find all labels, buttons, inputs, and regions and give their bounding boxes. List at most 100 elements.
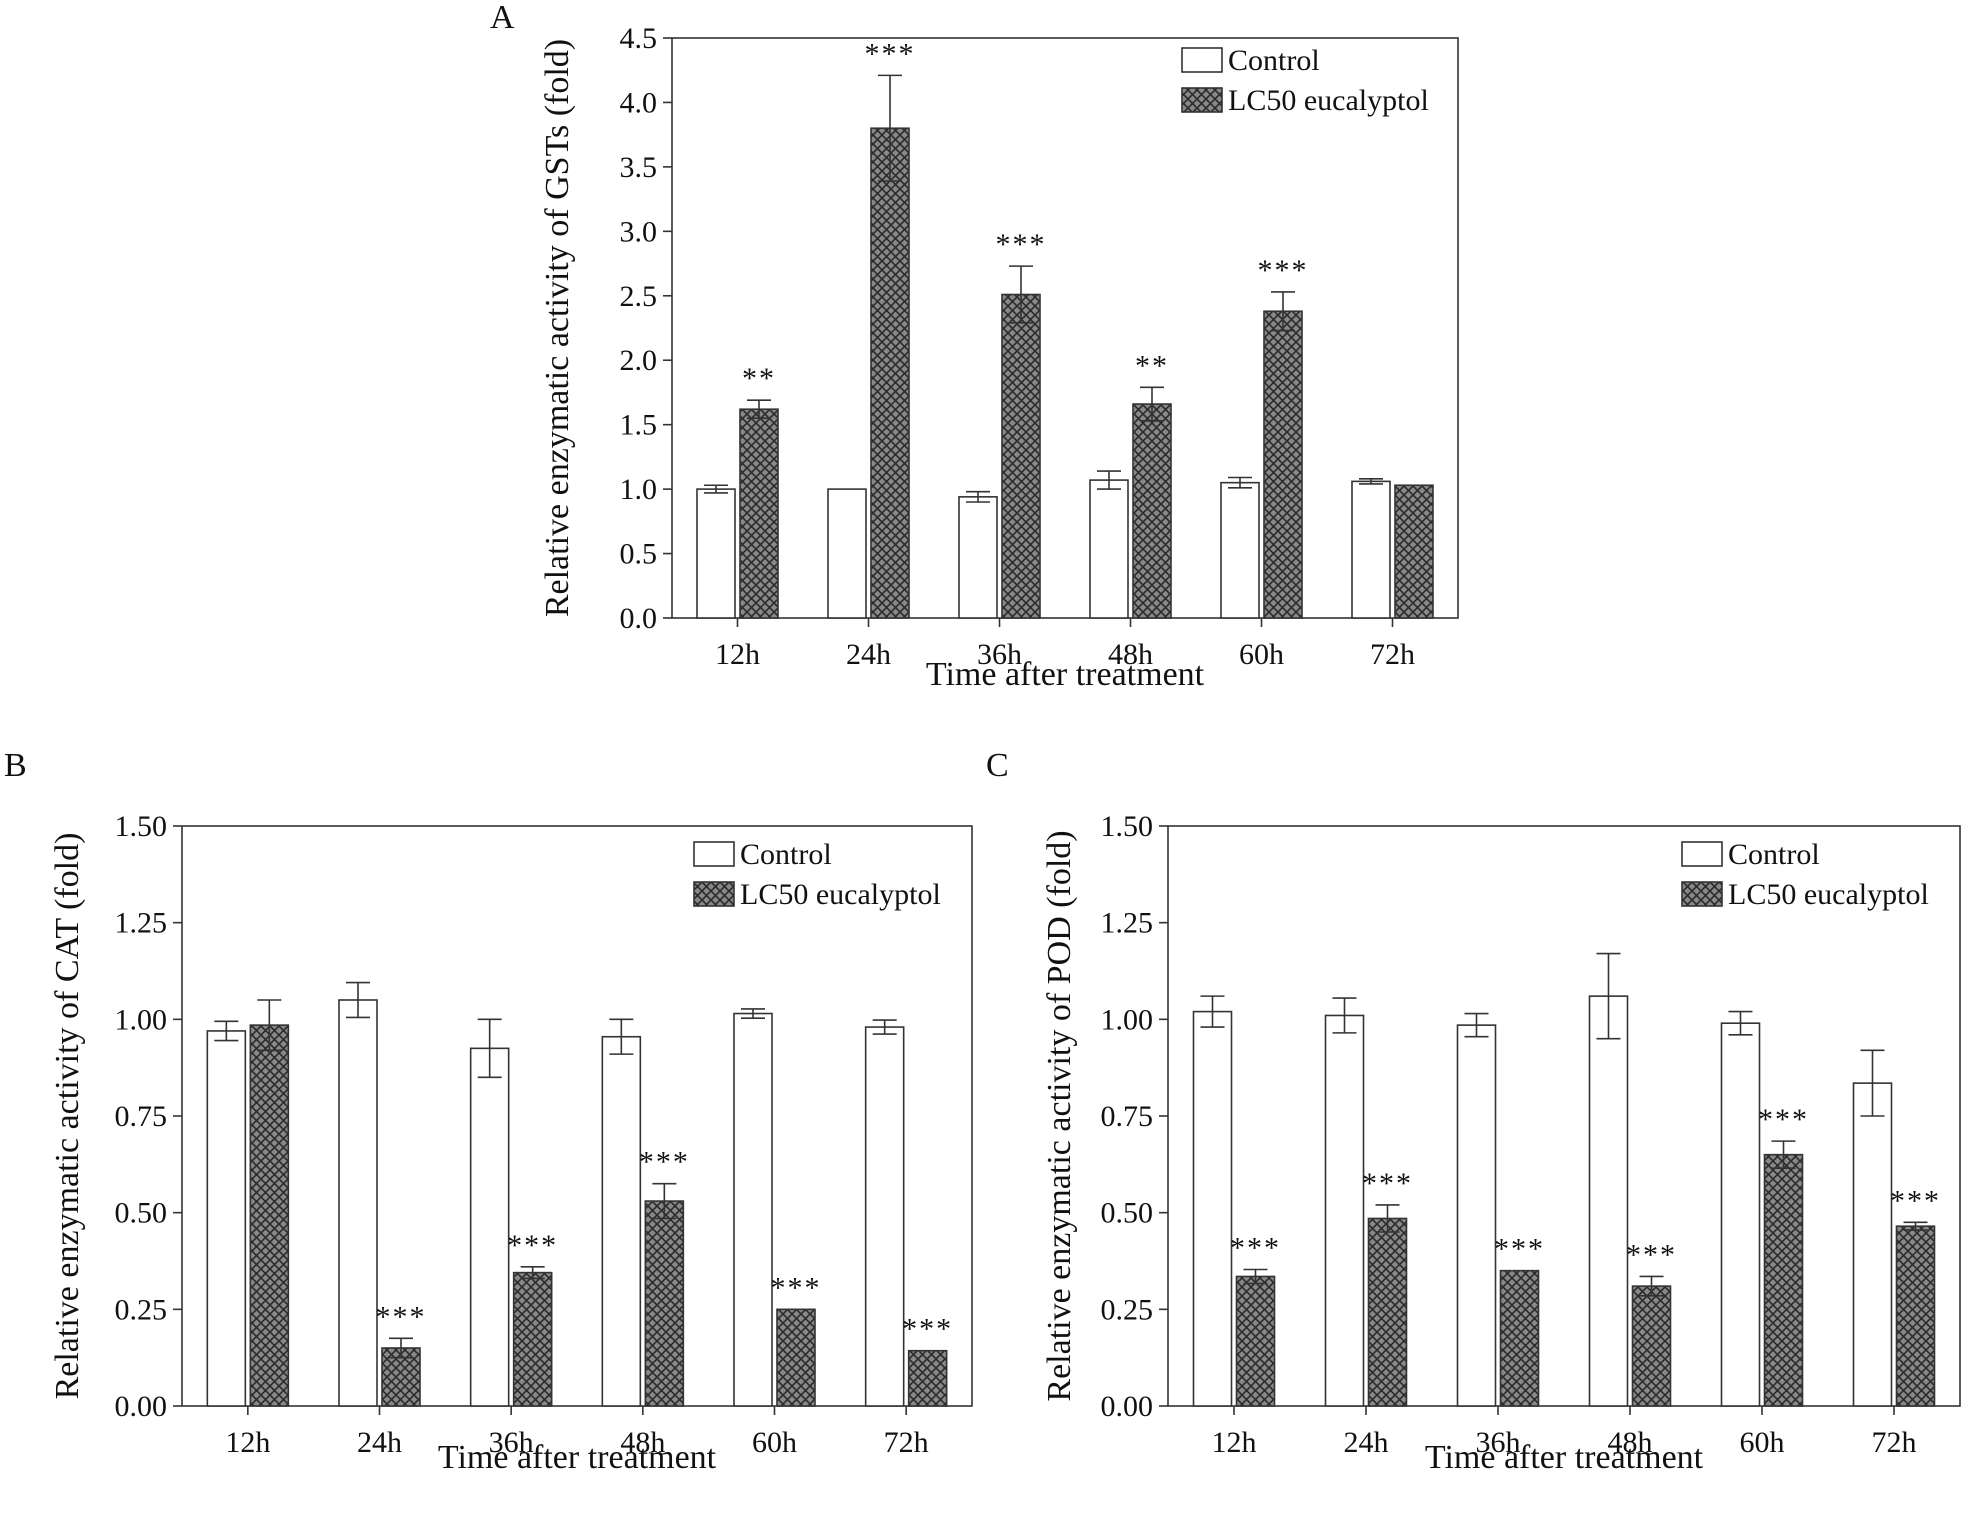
x-axis-title: Time after treatment bbox=[438, 1439, 717, 1476]
significance-label: *** bbox=[996, 228, 1047, 261]
bar-eucalyptol bbox=[1631, 1285, 1672, 1407]
y-tick-label: 3.5 bbox=[620, 151, 658, 184]
y-tick-label: 0.0 bbox=[620, 602, 658, 635]
legend-swatch-eucalyptol bbox=[693, 881, 735, 907]
x-tick-label: 24h bbox=[1344, 1426, 1389, 1459]
y-tick-label: 1.50 bbox=[115, 810, 168, 843]
y-tick-label: 0.75 bbox=[115, 1100, 168, 1133]
bar-eucalyptol bbox=[1235, 1275, 1276, 1407]
bar-eucalyptol bbox=[1763, 1153, 1804, 1407]
bar-control bbox=[1220, 481, 1260, 619]
panel-letter: A bbox=[490, 0, 515, 36]
y-tick-label: 1.5 bbox=[620, 409, 658, 442]
x-tick-label: 24h bbox=[846, 638, 891, 671]
bar-eucalyptol bbox=[1132, 403, 1172, 619]
x-tick-label: 12h bbox=[1212, 1426, 1257, 1459]
bar-eucalyptol bbox=[1394, 484, 1434, 619]
y-tick-label: 0.5 bbox=[620, 538, 658, 571]
bar-control bbox=[1324, 1014, 1365, 1407]
y-axis-title: Relative enzymatic activity of POD (fold… bbox=[1041, 830, 1078, 1401]
bar-control bbox=[864, 1026, 905, 1407]
legend-label-eucalyptol: LC50 eucalyptol bbox=[740, 878, 941, 911]
x-tick-label: 72h bbox=[1370, 638, 1415, 671]
significance-label: ** bbox=[742, 362, 776, 395]
y-tick-label: 1.00 bbox=[1101, 1003, 1154, 1036]
bar-control bbox=[1852, 1082, 1893, 1407]
significance-label: *** bbox=[376, 1300, 427, 1333]
bar-eucalyptol bbox=[644, 1200, 685, 1407]
bar-eucalyptol bbox=[1499, 1269, 1540, 1407]
x-tick-label: 36h bbox=[1476, 1426, 1521, 1459]
y-tick-label: 1.50 bbox=[1101, 810, 1154, 843]
bar-control bbox=[827, 488, 867, 619]
plot-frame bbox=[181, 825, 973, 1407]
y-tick-label: 4.5 bbox=[620, 22, 658, 55]
panel-letter: B bbox=[4, 747, 27, 784]
y-axis-title: Relative enzymatic activity of CAT (fold… bbox=[49, 833, 86, 1400]
significance-label: *** bbox=[1258, 254, 1309, 287]
legend-label-control: Control bbox=[1728, 838, 1820, 871]
plot-frame bbox=[1167, 825, 1961, 1407]
bar-control bbox=[338, 999, 378, 1407]
y-tick-label: 2.0 bbox=[620, 344, 658, 377]
bar-control bbox=[1720, 1022, 1761, 1407]
y-tick-label: 2.5 bbox=[620, 280, 658, 313]
x-tick-label: 60h bbox=[1740, 1426, 1785, 1459]
x-tick-label: 72h bbox=[1872, 1426, 1917, 1459]
bar-control bbox=[1456, 1024, 1497, 1407]
significance-label: *** bbox=[507, 1229, 558, 1262]
significance-label: *** bbox=[1890, 1184, 1941, 1217]
bar-control bbox=[1089, 479, 1129, 619]
bar-control bbox=[1351, 480, 1391, 619]
significance-label: ** bbox=[1135, 349, 1169, 382]
y-tick-label: 1.00 bbox=[115, 1003, 168, 1036]
plot-frame bbox=[671, 37, 1459, 619]
significance-label: *** bbox=[902, 1313, 953, 1346]
x-tick-label: 36h bbox=[977, 638, 1022, 671]
x-tick-label: 24h bbox=[357, 1426, 402, 1459]
x-tick-label: 72h bbox=[884, 1426, 929, 1459]
legend-label-control: Control bbox=[740, 838, 832, 871]
bar-eucalyptol bbox=[249, 1024, 290, 1407]
bar-control bbox=[958, 496, 998, 619]
bar-control bbox=[733, 1012, 773, 1407]
y-tick-label: 1.25 bbox=[115, 907, 168, 940]
bar-eucalyptol bbox=[870, 127, 910, 619]
bar-control bbox=[206, 1030, 247, 1407]
x-tick-label: 12h bbox=[225, 1426, 270, 1459]
y-tick-label: 0.50 bbox=[115, 1197, 168, 1230]
bar-control bbox=[469, 1047, 510, 1407]
x-axis-title: Time after treatment bbox=[926, 656, 1205, 693]
y-tick-label: 1.0 bbox=[620, 473, 658, 506]
panel-b: B 0.00 0.25 0.50 0.75 1.00 1.25 1.50 Relative en… bbox=[4, 747, 973, 1476]
legend-swatch-control bbox=[1681, 841, 1723, 867]
y-tick-label: 0.25 bbox=[115, 1293, 168, 1326]
y-tick-label: 4.0 bbox=[620, 86, 658, 119]
bar-eucalyptol bbox=[776, 1308, 816, 1407]
y-tick-label: 0.25 bbox=[1101, 1293, 1154, 1326]
y-tick-label: 0.50 bbox=[1101, 1197, 1154, 1230]
bar-eucalyptol bbox=[1263, 310, 1303, 619]
legend-label-eucalyptol: LC50 eucalyptol bbox=[1228, 84, 1429, 117]
bar-control bbox=[1192, 1010, 1233, 1407]
significance-label: *** bbox=[639, 1146, 690, 1179]
legend-swatch-control bbox=[1181, 47, 1223, 73]
significance-label: *** bbox=[865, 37, 916, 70]
bar-eucalyptol bbox=[512, 1271, 553, 1407]
bar-control bbox=[1588, 995, 1629, 1407]
x-tick-label: 48h bbox=[1608, 1426, 1653, 1459]
x-tick-label: 48h bbox=[620, 1426, 665, 1459]
panel-c: C 0.00 0.25 0.50 0.75 1.00 1.25 1.50 Relative en… bbox=[986, 747, 1961, 1476]
y-tick-label: 0.00 bbox=[115, 1390, 168, 1423]
y-axis-title: Relative enzymatic activity of GSTs (fol… bbox=[539, 39, 576, 617]
significance-label: *** bbox=[1626, 1238, 1677, 1271]
x-tick-label: 48h bbox=[1108, 638, 1153, 671]
bar-eucalyptol bbox=[1895, 1225, 1936, 1407]
significance-label: *** bbox=[771, 1271, 822, 1304]
legend-label-control: Control bbox=[1228, 44, 1320, 77]
significance-label: *** bbox=[1494, 1233, 1545, 1266]
bar-eucalyptol bbox=[907, 1349, 948, 1407]
y-tick-label: 3.0 bbox=[620, 215, 658, 248]
x-tick-label: 60h bbox=[1239, 638, 1284, 671]
